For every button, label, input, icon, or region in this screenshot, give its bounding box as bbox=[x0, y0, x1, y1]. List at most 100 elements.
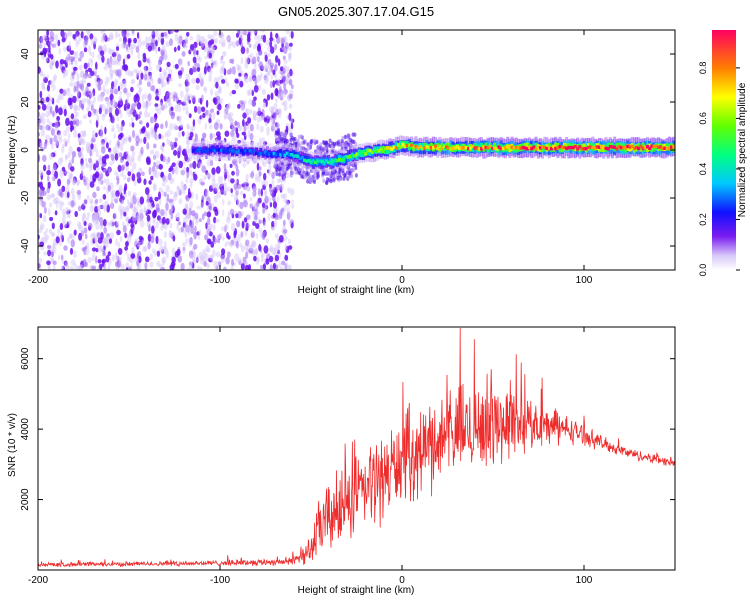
noise-point bbox=[254, 62, 257, 71]
noise-point bbox=[144, 103, 149, 111]
noise-point bbox=[105, 76, 110, 83]
signal-cell bbox=[626, 144, 630, 148]
noise-point bbox=[192, 160, 197, 170]
noise-point bbox=[107, 47, 112, 55]
noise-point bbox=[234, 81, 239, 90]
noise-point bbox=[154, 95, 159, 101]
noise-point bbox=[48, 125, 51, 131]
noise-point bbox=[254, 30, 258, 36]
noise-point bbox=[148, 224, 151, 232]
noise-point bbox=[206, 44, 210, 51]
noise-point bbox=[260, 30, 266, 33]
noise-point bbox=[178, 117, 182, 123]
noise-point bbox=[171, 145, 174, 151]
noise-point bbox=[148, 99, 152, 107]
noise-point bbox=[193, 231, 197, 240]
noise-point bbox=[189, 131, 194, 138]
noise-point bbox=[287, 187, 291, 194]
noise-point bbox=[50, 63, 53, 71]
noise-point bbox=[200, 39, 205, 48]
noise-point bbox=[136, 212, 141, 219]
noise-point bbox=[111, 115, 115, 124]
noise-point bbox=[101, 202, 104, 209]
noise-point bbox=[228, 242, 234, 248]
noise-point bbox=[76, 179, 80, 187]
noise-point bbox=[251, 228, 255, 234]
noise-point bbox=[101, 55, 105, 63]
noise-point bbox=[101, 103, 106, 112]
noise-point bbox=[68, 59, 71, 66]
x-tick-label: -100 bbox=[210, 275, 230, 286]
y-tick-label: 20 bbox=[20, 96, 31, 108]
noise-point bbox=[40, 112, 46, 118]
noise-point bbox=[54, 196, 60, 204]
noise-point bbox=[42, 154, 47, 162]
signal-cell bbox=[390, 147, 394, 151]
signal-cell bbox=[497, 145, 501, 149]
x-tick-label: 100 bbox=[576, 275, 593, 286]
noise-point bbox=[121, 164, 125, 171]
signal-cell bbox=[351, 153, 355, 157]
noise-point bbox=[133, 179, 137, 187]
noise-point bbox=[223, 191, 227, 196]
noise-point bbox=[273, 206, 278, 215]
noise-point bbox=[134, 238, 139, 244]
noise-point bbox=[184, 85, 190, 93]
noise-point bbox=[160, 98, 164, 106]
noise-point bbox=[91, 137, 96, 143]
noise-point bbox=[123, 211, 127, 217]
noise-point bbox=[244, 61, 249, 69]
signal-cell bbox=[567, 145, 571, 150]
noise-point bbox=[245, 239, 250, 247]
signal-cell bbox=[490, 146, 494, 151]
noise-point bbox=[271, 247, 277, 256]
signal-cell bbox=[659, 145, 663, 149]
noise-point bbox=[210, 58, 214, 64]
noise-point bbox=[211, 249, 216, 257]
noise-point bbox=[344, 146, 348, 151]
noise-point bbox=[163, 222, 168, 230]
noise-point bbox=[256, 175, 261, 183]
noise-point bbox=[262, 217, 266, 226]
signal-cell bbox=[615, 147, 619, 151]
noise-point bbox=[196, 67, 201, 72]
signal-cell bbox=[394, 142, 398, 150]
signal-cell bbox=[473, 146, 477, 150]
noise-point bbox=[166, 91, 171, 97]
noise-point bbox=[243, 99, 247, 105]
noise-point bbox=[87, 73, 93, 79]
noise-point bbox=[151, 78, 154, 85]
noise-point bbox=[278, 261, 282, 268]
noise-point bbox=[238, 72, 242, 77]
noise-point bbox=[257, 34, 261, 43]
noise-point bbox=[201, 213, 205, 221]
signal-cell bbox=[322, 161, 326, 165]
noise-point bbox=[226, 232, 230, 239]
signal-cell bbox=[252, 149, 256, 153]
noise-point bbox=[66, 213, 72, 219]
noise-point bbox=[110, 219, 115, 228]
noise-point bbox=[215, 138, 220, 144]
noise-point bbox=[158, 187, 163, 193]
signal-cell bbox=[397, 143, 400, 147]
noise-point bbox=[200, 106, 206, 113]
noise-point bbox=[38, 66, 41, 74]
noise-point bbox=[205, 170, 209, 176]
noise-point bbox=[153, 249, 158, 257]
noise-point bbox=[152, 210, 157, 219]
noise-point bbox=[95, 255, 98, 264]
noise-point bbox=[49, 105, 53, 114]
noise-point bbox=[98, 209, 102, 217]
noise-point bbox=[161, 245, 167, 253]
noise-point bbox=[126, 54, 131, 59]
noise-point bbox=[131, 246, 135, 252]
noise-point bbox=[85, 163, 89, 169]
noise-point bbox=[204, 55, 208, 60]
signal-cell bbox=[207, 148, 210, 152]
signal-cell bbox=[637, 146, 641, 151]
noise-point bbox=[213, 30, 218, 37]
noise-point bbox=[248, 99, 253, 105]
noise-point bbox=[72, 180, 76, 186]
noise-point bbox=[239, 201, 244, 210]
noise-point bbox=[257, 227, 263, 233]
